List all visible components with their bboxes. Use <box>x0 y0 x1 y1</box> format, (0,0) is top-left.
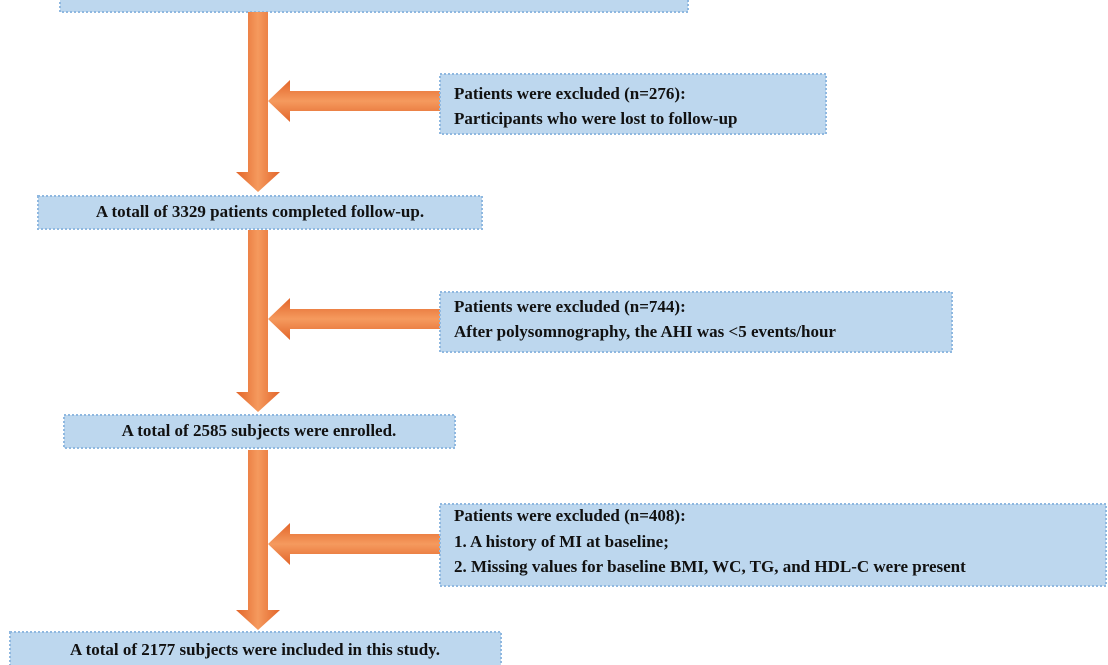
top-box <box>59 0 689 13</box>
step-text: A totall of 3329 patients completed foll… <box>96 202 424 221</box>
exclusion-text: Patients were excluded (n=744): <box>454 297 686 316</box>
step-box <box>63 414 456 449</box>
left-arrow <box>268 298 440 340</box>
exclusion-text: Participants who were lost to follow-up <box>454 109 737 128</box>
exclusion-box <box>439 291 953 353</box>
down-arrow <box>236 450 280 630</box>
left-arrow <box>268 80 440 122</box>
exclusion-text: After polysomnography, the AHI was <5 ev… <box>454 322 836 341</box>
down-arrow <box>236 230 280 412</box>
exclusion-text: 1. A history of MI at baseline; <box>454 532 669 551</box>
step-text: A total of 2177 subjects were included i… <box>70 640 440 659</box>
exclusion-text: Patients were excluded (n=276): <box>454 84 686 103</box>
step-box <box>9 631 502 665</box>
exclusion-box <box>439 503 1107 587</box>
exclusion-box <box>439 73 827 135</box>
left-arrow <box>268 523 440 565</box>
exclusion-text: Patients were excluded (n=408): <box>454 506 686 525</box>
step-text: A total of 2585 subjects were enrolled. <box>122 421 397 440</box>
exclusion-text: 2. Missing values for baseline BMI, WC, … <box>454 557 966 576</box>
down-arrow <box>236 12 280 192</box>
step-box <box>37 195 483 230</box>
